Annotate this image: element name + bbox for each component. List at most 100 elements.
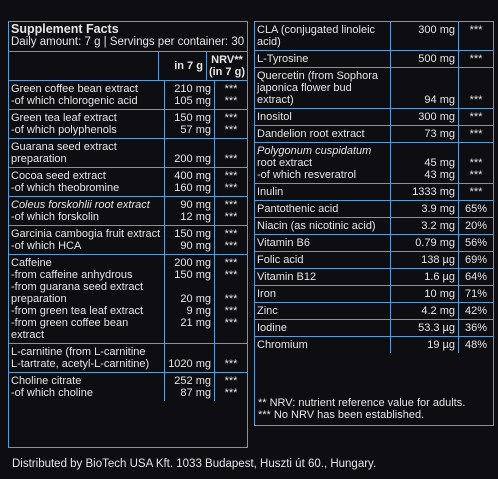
ingredient-name: -from green tea leaf extract: [11, 305, 144, 317]
supplement-facts-right-panel: CLA (conjugated linoleic acid) 300 mg *** L…: [254, 21, 494, 426]
amount-value: 252 mg: [174, 375, 211, 387]
amount-value: 87 mg: [180, 387, 211, 399]
nrv-value: 65%: [464, 203, 488, 215]
amount-value: 138 µg: [421, 254, 455, 266]
amount-value-cell: 300 mg: [390, 109, 458, 125]
ingredient-name: -from caffeine anhydrous: [11, 269, 133, 281]
ingredient-name-cell: Guarana seed extract preparation: [9, 139, 164, 167]
amount-value-cell: 200 mg 150 mg 20 mg 9 mg 21 mg: [164, 255, 214, 343]
ingredient-name: L-tartrate, acetyl-L-carnitine): [11, 358, 150, 370]
table-row: Iodine 53.3 µg 36%: [255, 320, 493, 337]
ingredient-name: root extract: [257, 157, 313, 169]
ingredient-name-cell: Iron: [255, 286, 390, 302]
amount-value: 19 µg: [427, 339, 455, 351]
amount-value: 3.9 mg: [421, 203, 455, 215]
ingredient-name: Quercetin (from Sophora: [257, 70, 379, 82]
ingredient-name: Green coffee bean extract: [11, 83, 138, 95]
nrv-value: ***: [224, 358, 238, 370]
ingredient-name: -of which forskolin: [11, 211, 100, 223]
serving-info: Daily amount: 7 g | Servings per contain…: [9, 36, 247, 52]
footnote-nrv: ** NRV: nutrient reference value for adu…: [258, 397, 466, 409]
nrv-value: ***: [469, 186, 483, 198]
amount-value: 10 mg: [424, 288, 455, 300]
nrv-value-cell: 65%: [458, 201, 493, 217]
ingredient-name-cell: Vitamin B6: [255, 235, 390, 251]
amount-value: 300 mg: [418, 24, 455, 36]
ingredient-name: Vitamin B12: [257, 271, 317, 283]
table-row: Inulin 1333 mg ***: [255, 184, 493, 201]
amount-value-cell: 45 mg 43 mg: [390, 143, 458, 183]
ingredient-name-cell: Green tea leaf extract -of which polyphen…: [9, 110, 164, 138]
nrv-value-cell: 36%: [458, 320, 493, 336]
amount-value: 1.6 µg: [424, 271, 455, 283]
ingredient-name: preparation: [11, 153, 67, 165]
table-row: Polygonum cuspidatum root extract -of whic…: [255, 143, 493, 184]
amount-value: 105 mg: [174, 95, 211, 107]
amount-value: 300 mg: [418, 111, 455, 123]
ingredient-name: japonica flower bud extract): [257, 82, 352, 106]
ingredient-name-cell: Chromium: [255, 337, 390, 353]
ingredient-name: Iron: [257, 288, 276, 300]
table-row: L-Tyrosine 500 mg ***: [255, 51, 493, 68]
nrv-value: ***: [224, 83, 238, 95]
ingredient-name-cell: Folic acid: [255, 252, 390, 268]
nrv-value-cell: *** ***: [214, 168, 247, 196]
amount-value: 210 mg: [174, 83, 211, 95]
amount-value-cell: 53.3 µg: [390, 320, 458, 336]
amount-value: 0.79 mg: [415, 237, 455, 249]
amount-value-cell: 73 mg: [390, 126, 458, 142]
ingredient-name-cell: Garcinia cambogia fruit extract -of which…: [9, 226, 164, 254]
nrv-value-cell: *** ***: [214, 197, 247, 225]
ingredient-name: -of which chlorogenic acid: [11, 95, 138, 107]
nrv-value: ***: [469, 169, 483, 181]
left-table-body: Green coffee bean extract -of which chlor…: [9, 81, 247, 401]
nrv-value: ***: [224, 199, 238, 211]
ingredient-name: L-carnitine (from L-carnitine: [11, 346, 146, 358]
nrv-value-cell: *** ***: [214, 81, 247, 109]
nrv-value: ***: [224, 112, 238, 124]
nrv-value: ***: [224, 269, 238, 281]
amount-value-cell: 1020 mg: [164, 344, 214, 372]
amount-value-cell: 4.2 mg: [390, 303, 458, 319]
ingredient-name-cell: Inulin: [255, 184, 390, 200]
table-row: Green coffee bean extract -of which chlor…: [9, 81, 247, 110]
nrv-value-cell: *** ***: [214, 226, 247, 254]
table-row: Niacin (as nicotinic acid) 3.2 mg 20%: [255, 218, 493, 235]
amount-value: 57 mg: [180, 124, 211, 136]
nrv-value: 20%: [464, 220, 488, 232]
amount-value-cell: 300 mg: [390, 22, 458, 50]
nrv-value: ***: [224, 305, 238, 317]
nrv-value-cell: *** ***: [458, 143, 493, 183]
amount-value-cell: 10 mg: [390, 286, 458, 302]
nrv-value-cell: 42%: [458, 303, 493, 319]
ingredient-name: L-Tyrosine: [257, 53, 309, 65]
ingredient-name-cell: L-Tyrosine: [255, 51, 390, 67]
ingredient-name-cell: Zinc: [255, 303, 390, 319]
amount-value: 90 mg: [180, 240, 211, 252]
amount-value-cell: 200 mg: [164, 139, 214, 167]
supplement-facts-left-panel: Supplement Facts Daily amount: 7 g | Ser…: [8, 21, 248, 448]
nrv-value: 64%: [464, 271, 488, 283]
amount-value: 4.2 mg: [421, 305, 455, 317]
ingredient-name: Garcinia cambogia fruit extract: [11, 228, 161, 240]
ingredient-name-cell: Vitamin B12: [255, 269, 390, 285]
nrv-value: 69%: [464, 254, 488, 266]
amount-value: 150 mg: [174, 228, 211, 240]
amount-value: 200 mg: [174, 257, 211, 269]
amount-value-cell: 90 mg 12 mg: [164, 197, 214, 225]
ingredient-name: -from guarana seed extract: [11, 281, 144, 293]
amount-value-cell: 252 mg 87 mg: [164, 373, 214, 401]
nrv-value-cell: *** *** *** *** ***: [214, 255, 247, 343]
table-row: Choline citrate -of which choline 252 mg 87…: [9, 373, 247, 401]
amount-value: 90 mg: [180, 199, 211, 211]
nrv-value: ***: [224, 153, 238, 165]
amount-value: 12 mg: [180, 211, 211, 223]
amount-value: 1020 mg: [168, 358, 211, 370]
amount-value: [168, 281, 211, 293]
nrv-value: ***: [224, 293, 238, 305]
nrv-value: 56%: [464, 237, 488, 249]
ingredient-name: -of which theobromine: [11, 182, 120, 194]
table-header: in 7 g NRV** (in 7 g): [9, 52, 247, 81]
table-row: Cocoa seed extract -of which theobromine 4…: [9, 168, 247, 197]
nrv-value-cell: ***: [458, 68, 493, 108]
